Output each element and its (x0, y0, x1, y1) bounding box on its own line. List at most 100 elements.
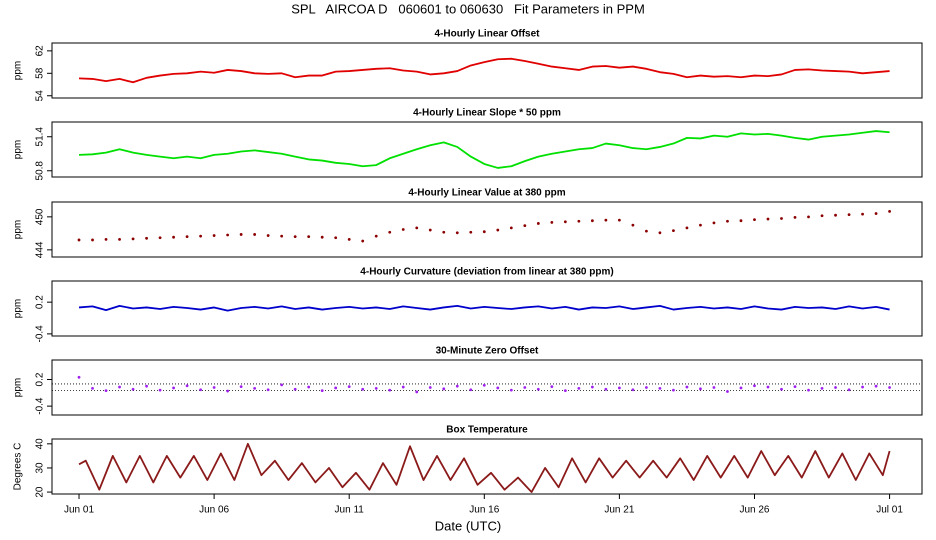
y-tick-label: 0.2 (35, 372, 46, 386)
data-point (293, 387, 297, 391)
y-tick-label: 0.2 (35, 295, 46, 309)
data-point (172, 235, 175, 239)
data-point (834, 386, 837, 389)
data-point (645, 229, 648, 233)
data-point (266, 234, 270, 237)
data-point (253, 386, 257, 390)
data-point (496, 228, 500, 232)
panel-title: 4-Hourly Linear Slope * 50 ppm (413, 108, 561, 119)
data-point (807, 215, 810, 219)
data-point (361, 239, 365, 243)
data-point (469, 388, 473, 392)
data-point (847, 388, 851, 392)
panel-title: 4-Hourly Linear Value at 380 ppm (408, 188, 565, 199)
data-point (104, 238, 108, 241)
data-point (753, 384, 756, 388)
data-point (455, 231, 459, 235)
x-tick-label: Jun 01 (64, 505, 94, 516)
data-point (617, 218, 621, 222)
data-point (253, 233, 257, 236)
y-axis-label: ppm (13, 299, 24, 318)
data-point (185, 384, 189, 388)
data-point (334, 386, 338, 390)
data-point (699, 223, 702, 227)
data-point (280, 383, 284, 387)
data-point (536, 387, 540, 391)
data-point (631, 388, 635, 392)
y-tick-label: 444 (35, 241, 46, 258)
data-line (78, 130, 890, 169)
data-point (77, 375, 81, 379)
data-point (509, 226, 513, 230)
data-point (401, 385, 405, 389)
y-tick-label: 62 (35, 45, 46, 57)
data-point (482, 230, 486, 234)
data-point (699, 387, 702, 391)
data-point (91, 238, 94, 242)
panel-title: Box Temperature (446, 425, 528, 436)
plot-box (51, 121, 923, 178)
data-point (158, 236, 162, 240)
data-point (793, 385, 797, 389)
data-point (118, 385, 121, 389)
data-point (361, 387, 365, 391)
plot-box (51, 438, 923, 495)
data-point (145, 384, 148, 388)
data-point (442, 230, 446, 234)
data-point (604, 387, 608, 391)
data-point (563, 220, 567, 224)
data-point (712, 386, 716, 389)
data-point (672, 229, 675, 233)
data-point (320, 389, 324, 393)
data-point (888, 209, 891, 213)
y-tick-label: 20 (35, 486, 46, 498)
data-point (807, 388, 810, 392)
data-point (712, 221, 716, 225)
data-point (820, 386, 824, 390)
y-tick-label: 450 (35, 208, 46, 225)
data-point (226, 233, 230, 237)
data-line (78, 57, 890, 84)
data-point (496, 386, 500, 390)
data-point (482, 383, 486, 387)
data-point (793, 216, 797, 219)
y-tick-label: 50.8 (35, 161, 46, 181)
data-point (320, 235, 324, 239)
data-point (374, 234, 378, 238)
data-point (631, 223, 635, 227)
y-tick-label: 40 (35, 438, 46, 450)
data-point (874, 212, 878, 215)
data-point (726, 219, 729, 223)
data-point (131, 237, 135, 241)
data-point (239, 385, 243, 389)
x-tick-label: Jul 01 (876, 505, 903, 516)
panel-title: 4-Hourly Linear Offset (434, 29, 540, 40)
data-point (293, 235, 297, 239)
y-axis-label: ppm (13, 220, 24, 239)
data-point (685, 385, 689, 389)
data-point (753, 218, 756, 222)
data-point (590, 219, 594, 223)
data-point (645, 386, 648, 389)
data-point (780, 217, 783, 220)
data-point (158, 388, 162, 392)
data-point (469, 230, 473, 234)
data-point (415, 226, 419, 230)
data-point (212, 386, 216, 389)
data-point (523, 386, 527, 389)
y-tick-label: 58 (35, 67, 46, 79)
data-point (266, 388, 270, 392)
data-point (888, 386, 891, 389)
x-tick-label: Jun 26 (739, 505, 769, 516)
data-point (199, 388, 203, 392)
data-point (658, 231, 662, 235)
data-point (550, 220, 554, 224)
data-point (685, 226, 689, 230)
data-point (212, 234, 216, 237)
data-point (455, 384, 459, 388)
data-point (726, 390, 729, 393)
data-point (307, 235, 311, 239)
data-point (672, 388, 675, 392)
y-axis-label: ppm (13, 140, 24, 159)
data-point (77, 238, 81, 242)
